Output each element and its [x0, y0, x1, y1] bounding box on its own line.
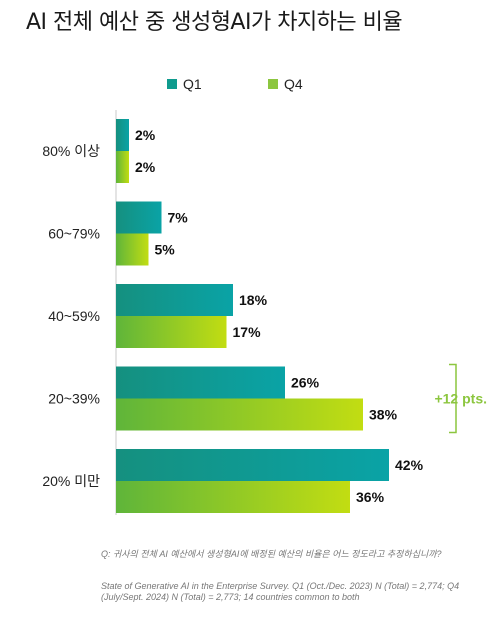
value-label-q4: 2% — [135, 159, 156, 175]
value-label-q1: 42% — [395, 457, 424, 473]
category-label: 20% 미만 — [42, 473, 100, 489]
bar-q4 — [116, 398, 363, 431]
bar-q4 — [116, 151, 129, 183]
bar-q4 — [116, 233, 149, 266]
bar-q4 — [116, 481, 350, 513]
legend-swatch-q4 — [268, 79, 278, 89]
value-label-q1: 7% — [168, 210, 189, 226]
callout-bracket — [449, 363, 457, 434]
category-label: 40~59% — [48, 308, 100, 324]
legend-label-q4: Q4 — [284, 76, 303, 92]
chart-legend: Q1 Q4 — [167, 76, 303, 92]
source-footnote: State of Generative AI in the Enterprise… — [101, 581, 460, 602]
chart-bars: 2% 2% 7% 5% 18% 17% 26% 38% 42% 36% — [116, 119, 424, 513]
value-label-q1: 26% — [291, 375, 320, 391]
category-label: 80% 이상 — [42, 143, 100, 159]
bar-q1 — [116, 284, 233, 316]
value-label-q4: 38% — [369, 407, 398, 423]
bar-q1 — [116, 449, 389, 481]
legend-label-q1: Q1 — [183, 76, 202, 92]
survey-question-footnote: Q: 귀사의 전체 AI 예산에서 생성형AI에 배정된 예산의 비율은 어느 … — [101, 549, 442, 559]
difference-callout: +12 pts. — [434, 363, 487, 434]
value-label-q4: 36% — [356, 489, 385, 505]
callout-label: +12 pts. — [434, 391, 487, 407]
value-label-q1: 2% — [135, 127, 156, 143]
value-label-q4: 17% — [233, 324, 262, 340]
bar-q1 — [116, 119, 129, 151]
chart-title: AI 전체 예산 중 생성형AI가 차지하는 비율 — [26, 10, 403, 35]
category-label: 20~39% — [48, 391, 100, 407]
value-label-q4: 5% — [155, 242, 176, 258]
bar-q4 — [116, 316, 227, 348]
category-labels: 80% 이상 60~79% 40~59% 20~39% 20% 미만 — [42, 143, 100, 489]
category-label: 60~79% — [48, 226, 100, 242]
bar-q1 — [116, 366, 285, 399]
legend-swatch-q1 — [167, 79, 177, 89]
value-label-q1: 18% — [239, 292, 268, 308]
bar-q1 — [116, 201, 162, 234]
